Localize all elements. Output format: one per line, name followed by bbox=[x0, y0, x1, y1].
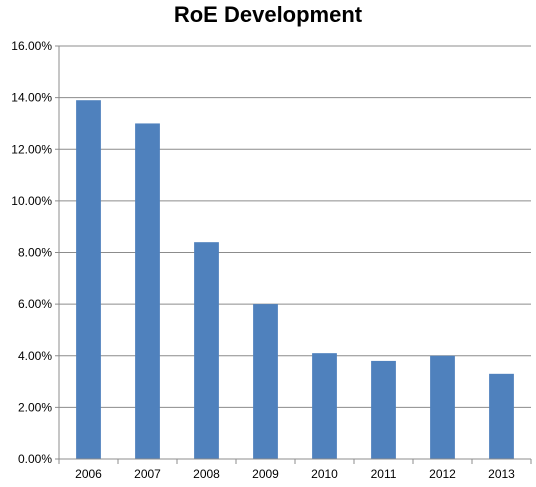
x-tick-label: 2009 bbox=[252, 467, 279, 481]
chart-title: RoE Development bbox=[173, 2, 363, 27]
x-tick-label: 2006 bbox=[75, 467, 102, 481]
bars bbox=[76, 100, 514, 460]
tick-labels: 0.00% 2.00% 4.00% 6.00% 8.00% 10.00% 12.00% 14.… bbox=[11, 39, 515, 481]
y-tick-label: 12.00% bbox=[11, 142, 52, 156]
x-tick-label: 2010 bbox=[311, 467, 338, 481]
x-tick-label: 2011 bbox=[371, 467, 397, 481]
bar-2011 bbox=[371, 360, 396, 459]
x-tick-label: 2008 bbox=[193, 467, 220, 481]
bar-2012 bbox=[430, 355, 455, 459]
y-tick-label: 14.00% bbox=[11, 91, 52, 105]
y-tick-label: 2.00% bbox=[18, 400, 52, 414]
x-tick-label: 2013 bbox=[488, 467, 515, 481]
y-tick-label: 6.00% bbox=[18, 297, 52, 311]
y-tick-label: 8.00% bbox=[18, 246, 52, 260]
bar-2007 bbox=[135, 123, 160, 459]
gridlines bbox=[59, 45, 531, 408]
bar-2008 bbox=[194, 242, 219, 459]
x-tick-label: 2012 bbox=[429, 467, 456, 481]
bar-2010 bbox=[312, 353, 337, 459]
y-tick-label: 4.00% bbox=[18, 349, 52, 363]
y-tick-label: 0.00% bbox=[18, 452, 52, 466]
bar-2013 bbox=[489, 373, 514, 459]
bar-2006 bbox=[76, 100, 101, 460]
axes bbox=[55, 45, 532, 464]
y-tick-label: 16.00% bbox=[11, 39, 52, 53]
bar-2009 bbox=[253, 304, 278, 459]
x-tick-label: 2007 bbox=[134, 467, 161, 481]
y-tick-label: 10.00% bbox=[11, 194, 52, 208]
